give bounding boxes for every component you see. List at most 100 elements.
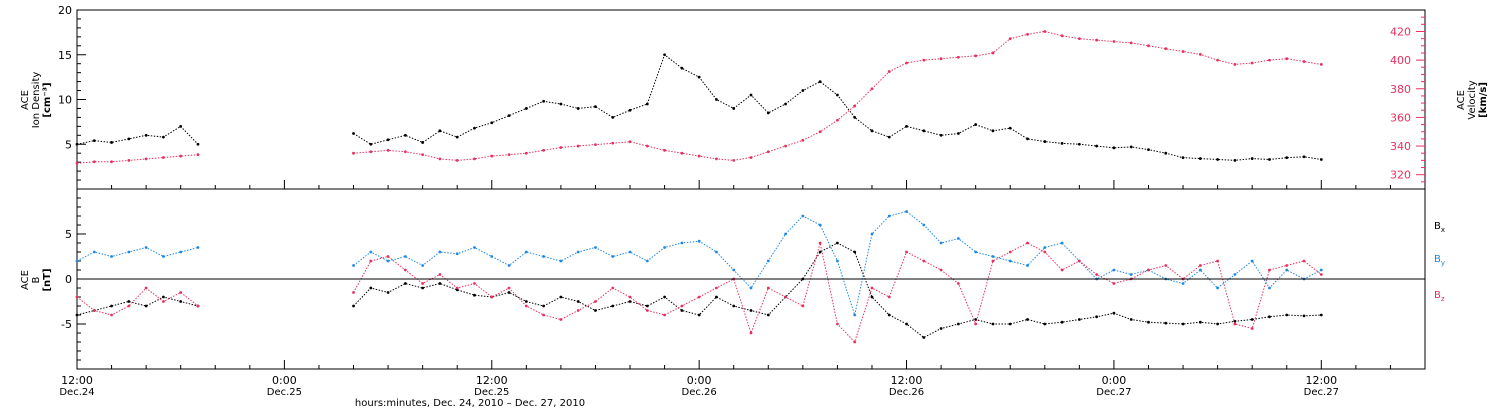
velocity-point [628,140,632,144]
bfield-point [507,291,511,294]
velocity-point [1060,34,1064,38]
top-right-tick-label: 340 [1390,140,1411,153]
top-panel-frame [76,9,1426,190]
bfield-point [421,286,425,290]
legend-bz-sub: z [1441,295,1445,303]
legend-by-label: B [1434,254,1441,265]
top-y2label-line2: Velocity [1467,80,1478,119]
velocity-point [473,157,476,161]
x-tick-time: 12:00 [891,374,923,387]
x-axis: 12:00Dec.240:00Dec.2512:00Dec.250:00Dec.… [59,180,1426,398]
bfield-point [127,300,131,303]
density-point [386,138,390,142]
top-left-axis: 5 10 15 20 [58,4,86,181]
bfield-point [196,246,200,249]
velocity-point [974,54,978,58]
velocity-point [92,160,96,164]
velocity-point [559,146,563,149]
x-tick-time: 12:00 [1305,374,1337,387]
density-point [1302,155,1306,159]
bfield-point [645,309,649,312]
x-tick-time: 12:00 [476,374,508,387]
top-right-axis: 320 340 360 380 400 420 [1390,16,1425,183]
top-left-tick-label: 15 [58,49,72,62]
velocity-point [663,148,666,152]
legend-bx: Bx [1434,221,1445,234]
bfield-point [1285,264,1289,267]
density-point [576,107,580,110]
bfield-point [594,309,597,312]
velocity-point [576,144,580,148]
bfield-line [353,242,1322,339]
bottom-left-ylabel: ACE B [nT] [20,268,53,291]
x-tick-date: Dec.24 [59,387,94,398]
bfield-point [870,232,874,236]
velocity-point [369,150,373,154]
bfield-point [1129,273,1133,276]
density-point [1043,140,1047,143]
bottom-series [75,210,1323,344]
top-y2label-line3: [km/s] [1478,82,1489,118]
bfield-point [887,214,891,218]
x-tick-time: 12:00 [61,374,93,387]
velocity-point [1147,44,1150,48]
bfield-point [628,250,632,254]
velocity-line [76,154,199,164]
velocity-point [162,156,165,159]
bottom-left-tick-label: 0 [65,273,72,286]
velocity-point [680,151,684,155]
bfield-point [1181,322,1185,326]
x-tick-date: Dec.27 [1096,387,1131,398]
x-tick-date: Dec.26 [682,387,717,398]
velocity-point [1043,30,1047,33]
density-point [939,133,943,137]
velocity-point [1268,58,1271,62]
bfield-point [473,293,476,297]
legend-bx-label: B [1434,221,1441,232]
density-point [110,141,113,144]
density-point [127,137,131,141]
top-y2label-line1: ACE [1456,90,1467,110]
bfield-point [628,300,632,303]
legend: Bx By Bz [1434,221,1445,303]
density-point [1095,144,1099,148]
density-point [1112,146,1116,150]
top-left-tick-label: 5 [65,138,72,151]
top-right-ylabel: ACE Velocity [km/s] [1456,80,1489,119]
velocity-point [1302,60,1306,63]
density-line [353,53,1322,161]
x-tick-date: Dec.25 [474,387,509,398]
bfield-point [369,259,373,263]
x-tick-time: 0:00 [272,374,297,387]
bfield-line [353,210,1322,317]
density-point [922,129,926,133]
top-right-tick-label: 320 [1390,169,1411,182]
velocity-point [1285,57,1289,61]
density-point [92,139,96,143]
top-ylabel-line3: [cm⁻³] [42,82,53,117]
x-tick-time: 0:00 [687,374,712,387]
density-line [76,125,199,145]
density-point [1216,158,1220,161]
bfield-line [76,296,199,316]
bfield-line [76,287,199,316]
bfield-point [1008,322,1012,326]
x-tick-date: Dec.25 [267,387,302,398]
density-point [1285,156,1289,160]
bfield-point [1112,268,1116,272]
bfield-point [542,255,546,258]
bfield-point [1026,318,1029,321]
velocity-point [455,158,459,162]
bottom-ylabel-line2: B [31,276,42,283]
x-axis-title: hours:minutes, Dec. 24, 2010 – Dec. 27, … [355,398,585,409]
bfield-point [542,313,546,317]
velocity-point [991,51,995,55]
top-ylabel-line2: Ion Density [31,72,42,129]
bottom-left-tick-label: -5 [61,318,72,331]
legend-bx-sub: x [1441,226,1445,234]
velocity-point [1129,41,1133,45]
velocity-point [110,160,113,164]
bfield-point [1268,315,1271,319]
bottom-left-tick-label: 5 [65,228,72,241]
bfield-point [1198,264,1202,267]
